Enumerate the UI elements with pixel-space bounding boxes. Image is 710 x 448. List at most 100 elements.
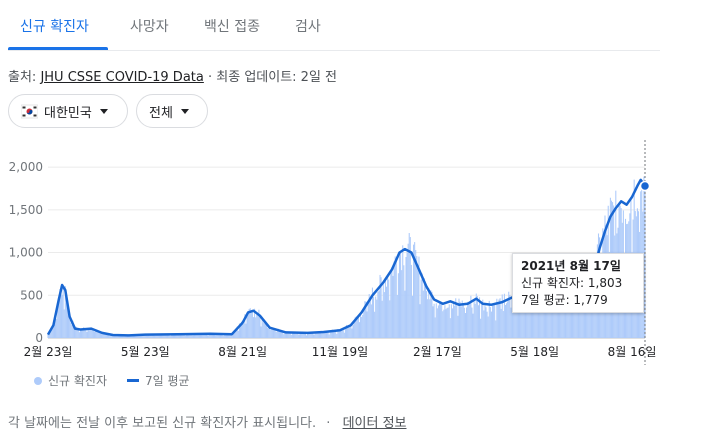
case-bar	[135, 335, 137, 338]
case-bar	[394, 256, 396, 338]
case-bar	[374, 311, 376, 338]
case-bar	[142, 335, 144, 338]
case-bar	[556, 292, 558, 338]
legend-average-label: 7일 평균	[145, 374, 190, 388]
case-bar	[98, 332, 100, 338]
case-bar	[431, 291, 433, 338]
highlight-point	[639, 180, 651, 192]
case-bar	[447, 307, 449, 338]
case-bar	[453, 303, 455, 338]
case-bar	[430, 290, 432, 338]
case-bar	[362, 314, 364, 338]
case-bar	[483, 310, 485, 338]
case-bar	[456, 304, 458, 338]
case-bar	[523, 294, 525, 338]
case-bar	[455, 298, 457, 338]
case-bar	[434, 317, 436, 338]
case-bar	[214, 334, 216, 338]
case-bar	[570, 299, 572, 338]
case-bar	[365, 301, 367, 338]
scope-dropdown[interactable]: 전체	[136, 94, 208, 128]
case-bar	[517, 308, 520, 338]
case-bar	[273, 328, 275, 338]
case-bar	[115, 335, 117, 338]
case-bar	[416, 256, 418, 338]
case-bar	[267, 327, 269, 338]
case-bar	[527, 300, 529, 338]
case-bar	[524, 300, 526, 338]
case-bar	[64, 286, 66, 338]
case-bar	[501, 294, 503, 338]
case-bar	[476, 296, 478, 338]
case-bar	[504, 304, 507, 338]
case-bar	[47, 334, 49, 338]
case-bar	[331, 329, 333, 338]
case-bar	[83, 327, 85, 338]
country-dropdown[interactable]: 대한민국	[8, 94, 128, 128]
case-bar	[75, 326, 77, 338]
case-bar	[443, 309, 445, 338]
case-bar	[96, 329, 98, 338]
case-bar	[512, 298, 514, 338]
case-bar	[208, 332, 210, 338]
tab-deaths[interactable]: 사망자	[130, 19, 169, 35]
data-info-link[interactable]: 데이터 정보	[342, 416, 407, 431]
case-bar	[274, 330, 276, 338]
case-bar	[495, 320, 497, 338]
case-bar	[440, 302, 442, 338]
country-label: 대한민국	[44, 105, 92, 121]
case-bar	[281, 330, 283, 338]
case-bar	[382, 281, 384, 338]
case-bar	[148, 334, 150, 338]
case-bar	[243, 323, 245, 338]
case-bar	[138, 335, 140, 338]
case-bar	[52, 325, 54, 338]
case-bar	[285, 331, 287, 338]
case-bar	[102, 332, 104, 338]
case-bar	[100, 332, 102, 338]
case-bar	[435, 303, 437, 338]
case-bar	[553, 289, 555, 338]
case-bar	[344, 326, 346, 338]
case-bar	[408, 233, 410, 338]
case-bar	[53, 323, 56, 338]
case-bar	[153, 334, 155, 338]
case-bar	[540, 308, 542, 338]
case-bar	[109, 335, 111, 338]
tab-vaccination[interactable]: 백신 접종	[204, 19, 260, 35]
case-bar	[547, 294, 549, 338]
case-bar	[186, 334, 189, 338]
case-bar	[343, 332, 345, 338]
case-bar	[514, 302, 516, 338]
case-bar	[334, 331, 336, 338]
case-bar	[48, 334, 50, 338]
case-bar	[196, 334, 198, 338]
case-bar	[104, 334, 106, 338]
case-bar	[198, 333, 200, 338]
source-link[interactable]: JHU CSSE COVID-19 Data	[40, 70, 204, 85]
case-bar	[341, 330, 343, 338]
case-bar	[400, 253, 402, 338]
case-bar	[80, 330, 83, 338]
case-bar	[119, 335, 122, 338]
case-bar	[168, 334, 170, 338]
case-bar	[437, 305, 439, 338]
tab-testing[interactable]: 검사	[295, 19, 321, 35]
x-tick-label: 2월 23일	[24, 345, 73, 359]
case-bar	[340, 328, 342, 338]
case-bar	[56, 318, 58, 338]
case-bar	[367, 302, 369, 338]
case-bar	[303, 333, 305, 338]
case-bar	[470, 295, 472, 338]
case-bar	[182, 334, 184, 338]
case-bar	[396, 294, 398, 338]
case-bar	[181, 334, 183, 338]
case-bar	[337, 329, 339, 338]
case-bar	[354, 317, 356, 338]
case-bar	[451, 308, 454, 338]
tab-new-cases[interactable]: 신규 확진자	[20, 19, 89, 35]
case-bar	[316, 332, 318, 338]
case-bar	[368, 294, 370, 338]
case-bar	[581, 288, 583, 338]
case-bar	[163, 333, 165, 338]
